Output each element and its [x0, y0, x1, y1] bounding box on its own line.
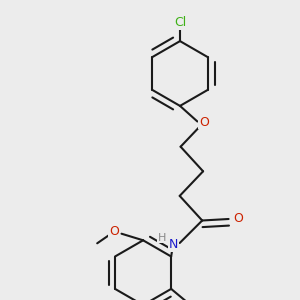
Text: O: O: [233, 212, 243, 225]
Text: O: O: [109, 225, 118, 239]
Text: H: H: [158, 232, 166, 243]
Text: Cl: Cl: [174, 16, 186, 29]
Text: O: O: [199, 116, 209, 129]
Text: N: N: [168, 238, 178, 251]
